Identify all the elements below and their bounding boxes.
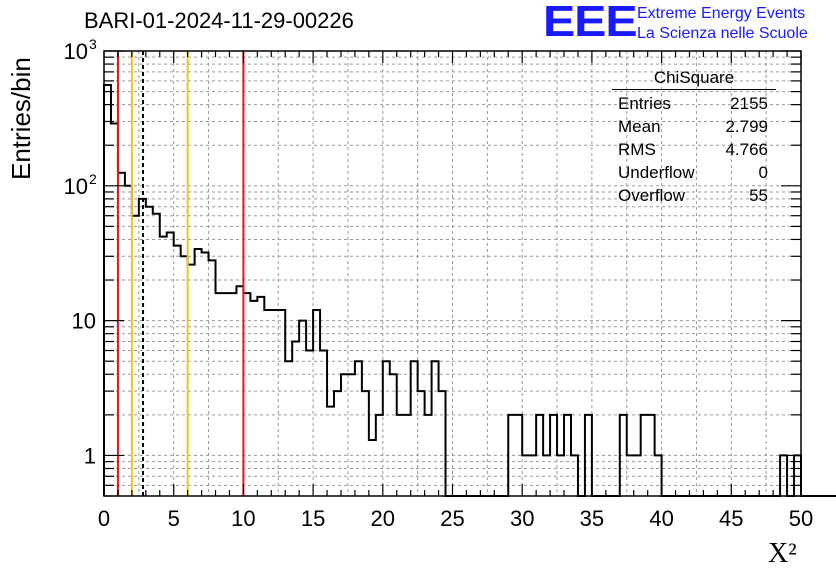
logo-subtitle-line1: Extreme Energy Events [637,5,806,22]
x-tick-label: 0 [98,506,110,531]
logo-subtitle-line2: La Scienza nelle Scuole [637,25,808,42]
stats-value: 2.799 [725,117,768,136]
stats-label: Entries [618,94,671,113]
x-tick-label: 25 [440,506,464,531]
x-tick-label: 50 [789,506,813,531]
chart-title: BARI-01-2024-11-29-00226 [84,8,354,33]
stats-row-mean: Mean 2.799 [612,116,776,139]
stats-row-underflow: Underflow 0 [612,162,776,185]
x-tick-label: 35 [580,506,604,531]
y-tick-label: 10 [64,174,88,199]
stats-row-entries: Entries 2155 [612,93,776,116]
x-axis-label-text: X² [768,538,797,569]
stats-value: 4.766 [725,140,768,159]
stats-row-overflow: Overflow 55 [612,185,776,208]
y-tick-label: 1 [84,443,96,468]
x-tick-label: 45 [719,506,743,531]
y-tick-label: 10 [64,39,88,64]
stats-value: 2155 [730,94,768,113]
eee-logo: EEE [543,0,638,46]
x-tick-label: 15 [301,506,325,531]
stats-label: Overflow [618,186,686,205]
stats-label: Underflow [618,163,695,182]
y-tick-label: 10 [72,309,96,334]
stats-row-rms: RMS 4.766 [612,139,776,162]
stats-title: ChiSquare [612,68,776,90]
y-tick-exponent: 3 [89,36,97,52]
y-tick-exponent: 2 [89,171,97,187]
stats-label: RMS [618,140,656,159]
stats-label: Mean [618,117,661,136]
y-axis-label: Entries/bin [6,57,36,180]
x-tick-label: 10 [231,506,255,531]
stats-value: 55 [749,186,768,205]
x-tick-label: 40 [649,506,673,531]
x-tick-label: 20 [371,506,395,531]
stats-box: ChiSquare Entries 2155 Mean 2.799 RMS 4.… [612,68,776,208]
x-tick-label: 30 [510,506,534,531]
x-tick-label: 5 [168,506,180,531]
stats-value: 0 [758,163,768,182]
x-axis-label: X² [768,538,797,570]
